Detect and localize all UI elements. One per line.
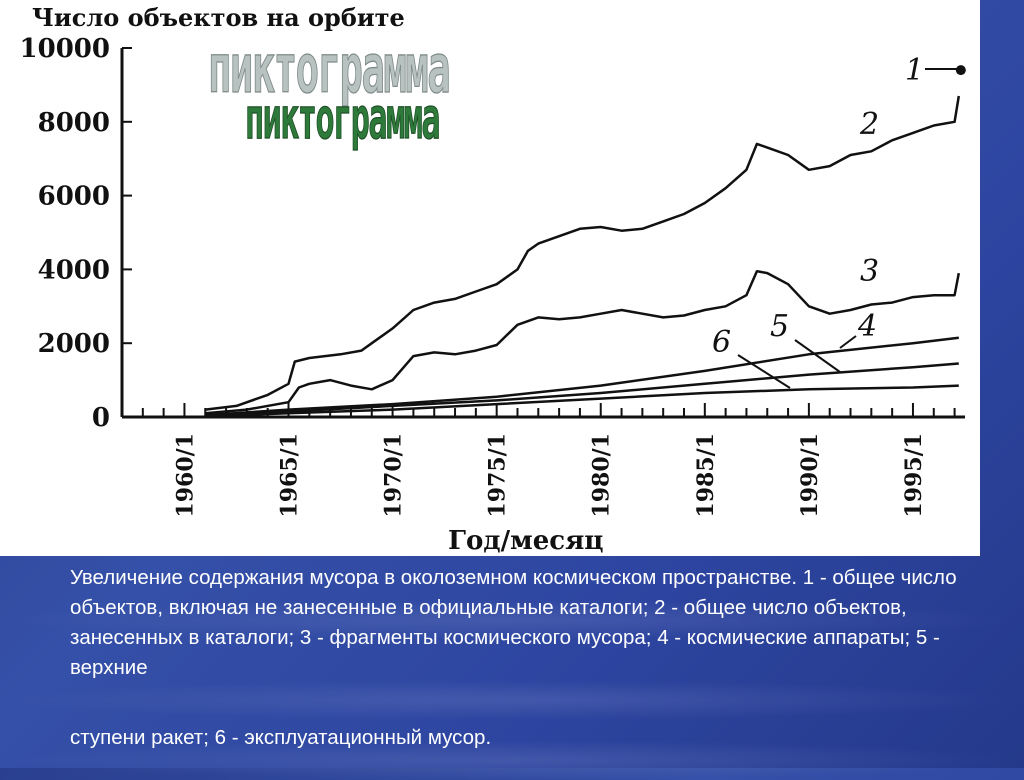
series-labels: 12 3 4 5 6 [712,53,960,389]
chart-svg: Число объектов на орбите 0 2000 4000 6000 80… [20,3,966,556]
chart-panel: Число объектов на орбите 0 2000 4000 6000 80… [19,3,966,556]
chart-title: Число объектов на орбите [32,3,405,32]
label-leader-5 [794,339,841,373]
series-point-1 [955,65,966,76]
y-ticks: 0 2000 4000 6000 8000 10000 [20,34,132,433]
y-tick-label: 0 [92,403,110,433]
series-label-6: 6 [712,325,731,360]
y-tick-label: 8000 [38,108,110,138]
x-ticks: 1960/1 1965/1 1970/1 1975/1 1980/1 1985/1 1990… [172,433,927,518]
background-wave [0,600,1024,640]
x-tick-label: 1995/1 [901,433,927,518]
x-axis-label: Год/месяц [448,526,604,556]
y-tick-label: 6000 [38,182,110,212]
x-tick-label: 1965/1 [277,433,303,518]
x-tick-label: 1970/1 [381,433,407,518]
wordart-pictogram-gray: пиктограмма [208,29,451,109]
series-label-4: 4 [857,309,877,344]
series-label-5: 5 [770,309,789,344]
series-line-6 [205,384,959,418]
label-leader-6 [737,354,791,389]
series-line-5 [205,362,959,417]
label-leader-4 [839,335,857,349]
series-line-4 [205,336,959,417]
series-label-1: 1 [905,53,924,88]
x-tick-label: 1990/1 [797,433,823,518]
caption-line: ступени ракет; 6 - эксплуатационный мусо… [70,726,492,749]
y-tick-label: 10000 [20,34,110,64]
chart-series [205,65,966,418]
x-tick-label: 1960/1 [172,433,198,518]
y-tick-label: 4000 [38,255,110,285]
series-label-2: 2 [859,107,879,142]
x-tick-label: 1985/1 [693,433,719,518]
wordart-pictogram-green: пиктограмма [245,85,441,153]
series-line-2 [205,95,961,411]
caption: Увеличение содержания мусора в околоземн… [70,563,990,753]
x-tick-label: 1980/1 [589,433,615,518]
y-tick-label: 2000 [38,329,110,359]
series-label-3: 3 [860,254,879,289]
caption-line: Увеличение содержания мусора в околоземн… [70,566,957,679]
series-line-3 [205,269,961,415]
background-wave [0,680,1024,720]
x-tick-label: 1975/1 [485,433,511,518]
